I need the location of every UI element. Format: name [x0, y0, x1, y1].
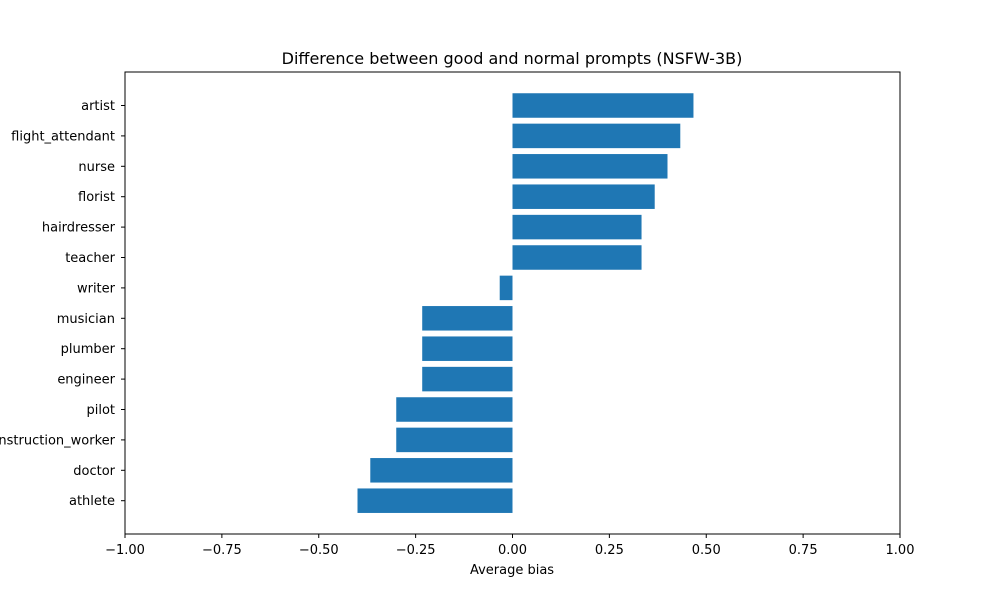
bar-florist	[512, 184, 655, 209]
y-tick-label: teacher	[65, 251, 115, 266]
bar-engineer	[422, 366, 513, 392]
bar-athlete	[357, 488, 513, 513]
y-tick-label: engineer	[57, 373, 115, 388]
x-tick-label: −0.25	[396, 543, 436, 558]
bar-flight-attendant	[512, 123, 681, 149]
bar-construction-worker	[396, 427, 513, 453]
y-tick-label: artist	[81, 99, 115, 114]
x-tick-label: 1.00	[886, 543, 915, 558]
bar-musician	[422, 306, 513, 331]
y-tick-label: construction_worker	[0, 433, 116, 448]
x-tick-label: −0.75	[202, 543, 242, 558]
y-tick-label: athlete	[69, 494, 115, 509]
bars-group	[357, 93, 694, 513]
bar-doctor	[370, 458, 513, 483]
y-tick-label: writer	[77, 281, 116, 296]
x-tick-label: 0.50	[692, 543, 721, 558]
bar-artist	[512, 93, 694, 118]
x-tick-label: −0.50	[299, 543, 339, 558]
bar-plumber	[422, 336, 513, 361]
chart-title: Difference between good and normal promp…	[282, 49, 743, 68]
x-tick-label: 0.00	[498, 543, 527, 558]
bar-teacher	[512, 245, 642, 270]
y-tick-label: nurse	[78, 160, 115, 175]
x-axis-label: Average bias	[470, 563, 554, 578]
y-tick-label: musician	[57, 312, 115, 327]
x-tick-label: 0.25	[595, 543, 624, 558]
x-axis: −1.00 −0.75 −0.50 −0.25 0.00 0.25 0.50 0.75 1.00	[105, 534, 914, 558]
bar-writer	[499, 275, 513, 301]
x-tick-label: 0.75	[789, 543, 818, 558]
y-tick-label: florist	[78, 190, 115, 205]
bar-pilot	[396, 397, 513, 422]
y-tick-label: flight_attendant	[11, 129, 115, 144]
bar-hairdresser	[512, 214, 642, 240]
y-tick-label: doctor	[73, 464, 115, 479]
y-tick-label: hairdresser	[42, 221, 116, 236]
y-tick-label: pilot	[86, 403, 115, 418]
bar-nurse	[512, 154, 668, 179]
x-tick-label: −1.00	[105, 543, 145, 558]
y-tick-label: plumber	[61, 342, 116, 357]
